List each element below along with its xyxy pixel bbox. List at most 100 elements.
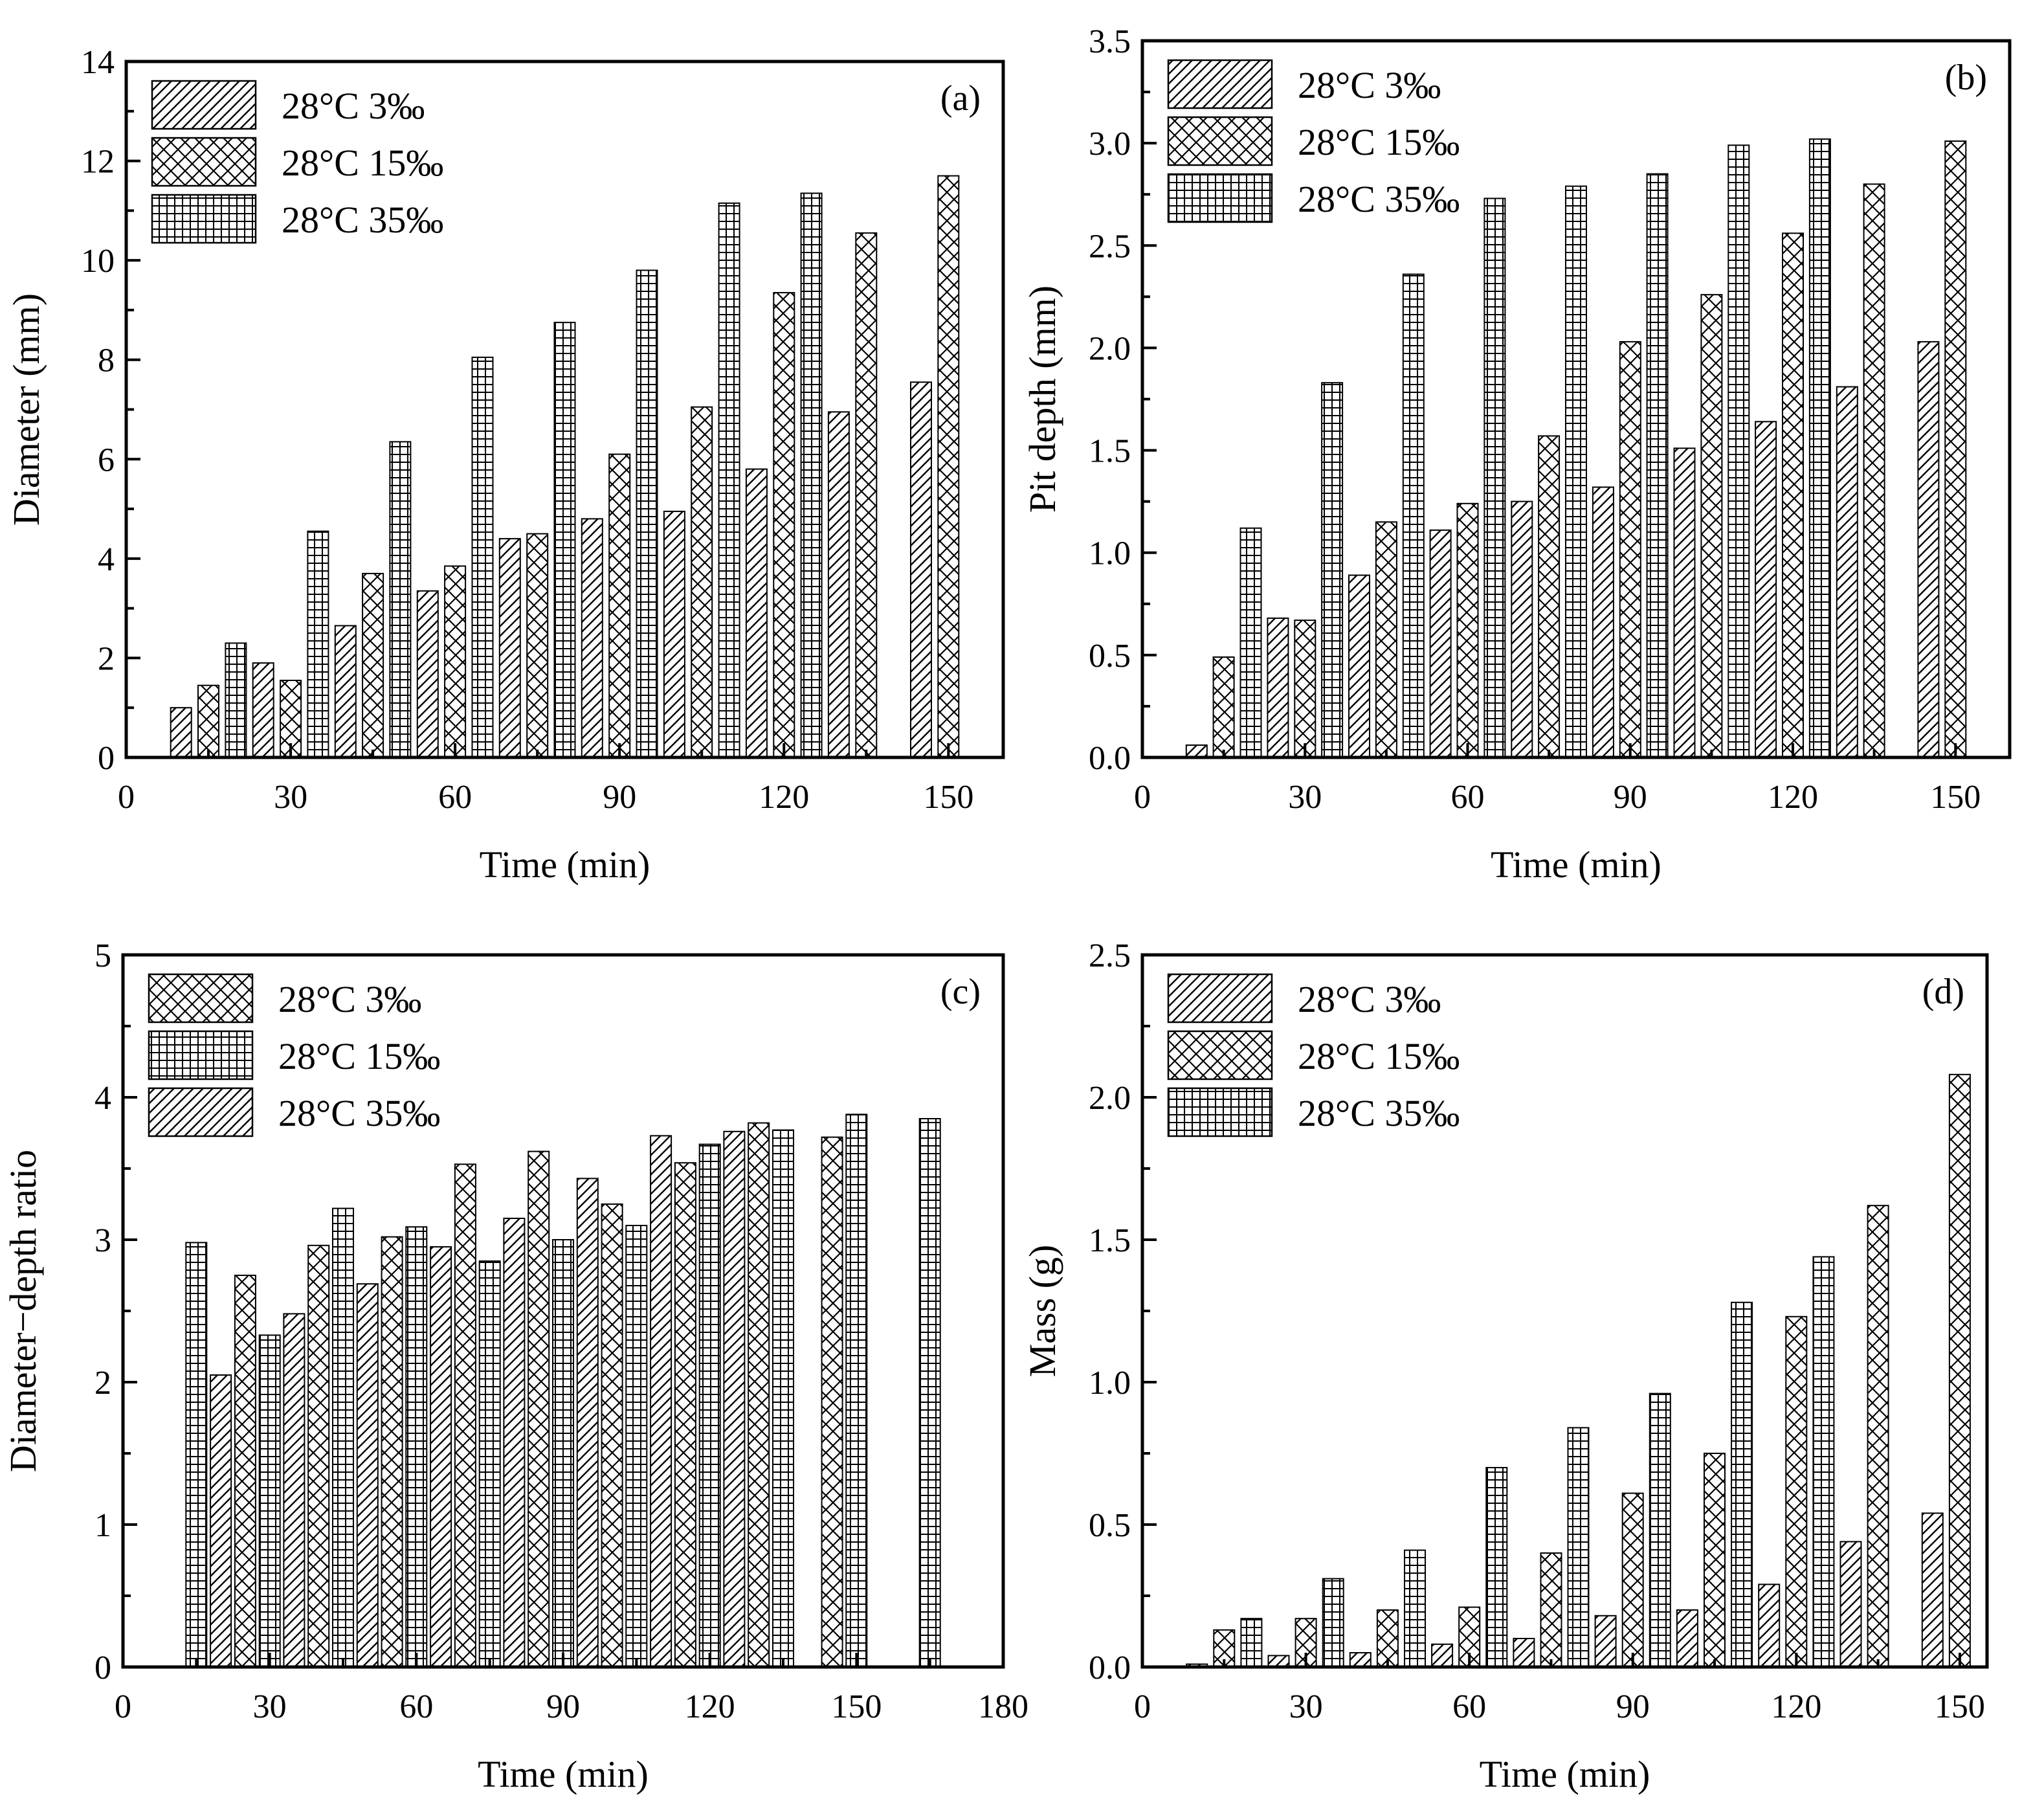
bar: [170, 707, 192, 758]
legend-swatch: [1167, 1087, 1273, 1137]
bar: [1267, 1655, 1290, 1668]
bar: [381, 1236, 403, 1668]
x-tick-label: 30: [253, 1688, 287, 1725]
bar: [258, 1334, 281, 1668]
bar: [1540, 1552, 1562, 1668]
series-bars: [1185, 341, 1940, 759]
bar: [918, 1118, 941, 1668]
y-tick-label: 10: [81, 243, 115, 280]
bar: [748, 1122, 770, 1668]
y-tick-label: 1: [94, 1507, 111, 1544]
bar: [430, 1246, 452, 1668]
bar: [1267, 617, 1289, 759]
bar: [1567, 1427, 1590, 1668]
legend-label: 28°C 15‰: [1298, 121, 1460, 163]
legend-swatch: [148, 973, 254, 1023]
bar: [1782, 232, 1804, 758]
y-tick-label: 5: [94, 937, 111, 974]
x-tick-label: 60: [1452, 1688, 1486, 1725]
bar: [1239, 527, 1262, 758]
x-tick-label: 150: [831, 1688, 882, 1725]
bar: [601, 1203, 623, 1668]
bar: [691, 406, 713, 758]
bar: [1592, 486, 1614, 758]
bar: [663, 510, 685, 759]
legend-label: 28°C 35‰: [282, 199, 443, 241]
bar: [910, 381, 932, 758]
bar: [855, 232, 878, 758]
bar: [197, 684, 219, 758]
bar: [210, 1374, 232, 1668]
bar: [845, 1113, 868, 1668]
legend-swatch: [1167, 1030, 1273, 1080]
y-tick-label: 1.5: [1089, 433, 1131, 470]
x-tick-label: 120: [1771, 1688, 1821, 1725]
bar: [1322, 1578, 1344, 1668]
y-tick-label: 2.5: [1089, 228, 1131, 265]
legend-label: 28°C 35‰: [1298, 178, 1460, 220]
y-tick-label: 1.0: [1089, 1365, 1131, 1402]
bar: [1836, 386, 1858, 758]
bar: [1321, 382, 1344, 758]
x-tick-label: 120: [1768, 779, 1818, 816]
bar: [1863, 183, 1885, 758]
bar: [937, 175, 960, 759]
y-tick-label: 4: [94, 1080, 111, 1117]
bar: [723, 1130, 746, 1668]
bar: [1755, 421, 1777, 758]
bar: [1944, 140, 1967, 758]
y-axis-title: Diameter−depth ratio: [2, 1150, 44, 1472]
bar: [1867, 1205, 1889, 1668]
y-tick-label: 8: [98, 342, 115, 379]
y-tick-label: 0: [94, 1650, 111, 1686]
series-bars: [170, 381, 932, 759]
bar: [454, 1163, 476, 1668]
bar: [552, 1239, 574, 1668]
bar: [1240, 1618, 1263, 1668]
series-bars: [1239, 138, 1831, 759]
bar: [1619, 341, 1641, 758]
legend: 28°C 3‰ 28°C 15‰ 28°C 35‰: [1167, 59, 1460, 223]
y-tick-label: 1.0: [1089, 535, 1131, 572]
bar: [1538, 435, 1561, 759]
bar: [1704, 1453, 1726, 1668]
bar: [334, 625, 357, 758]
legend-swatch: [151, 194, 257, 244]
panel-label: (b): [1945, 58, 1987, 98]
bar: [283, 1313, 305, 1668]
bar: [636, 269, 658, 758]
y-tick-label: 2.0: [1089, 1080, 1131, 1117]
bar: [405, 1226, 428, 1668]
series-bars: [1240, 1256, 1835, 1668]
legend-swatch: [148, 1030, 254, 1080]
bar: [1431, 1643, 1454, 1668]
y-tick-label: 2: [94, 1365, 111, 1402]
legend-swatch: [1167, 173, 1273, 223]
y-tick-label: 3.0: [1089, 126, 1131, 162]
bar: [1594, 1615, 1617, 1668]
bar: [698, 1143, 721, 1668]
series-bars: [185, 1113, 941, 1668]
bar: [1349, 1652, 1372, 1668]
bar: [674, 1162, 696, 1668]
chart-panel: 0 30 60 90 120 150 0 2 4 6 8 10 12 14 Time (min) Diamet…: [5, 44, 1005, 886]
bar: [234, 1275, 256, 1668]
series-bars: [225, 192, 823, 759]
bar: [356, 1283, 379, 1668]
legend-swatch: [1167, 973, 1273, 1023]
legend-swatch: [1167, 59, 1273, 109]
legend-label: 28°C 35‰: [1298, 1092, 1460, 1134]
x-tick-label: 90: [1614, 779, 1647, 816]
y-tick-label: 0.0: [1089, 740, 1131, 777]
y-axis-title: Pit depth (mm): [1021, 285, 1063, 513]
x-tick-label: 60: [438, 779, 472, 816]
y-tick-label: 3: [94, 1222, 111, 1259]
y-tick-label: 14: [81, 44, 115, 81]
legend: 28°C 3‰ 28°C 15‰ 28°C 35‰: [1167, 973, 1460, 1137]
y-tick-label: 0: [98, 740, 115, 777]
bar: [773, 292, 795, 759]
bar: [471, 356, 494, 758]
legend: 28°C 3‰ 28°C 15‰ 28°C 35‰: [151, 80, 443, 244]
bar: [576, 1178, 599, 1668]
x-tick-label: 90: [603, 779, 636, 816]
